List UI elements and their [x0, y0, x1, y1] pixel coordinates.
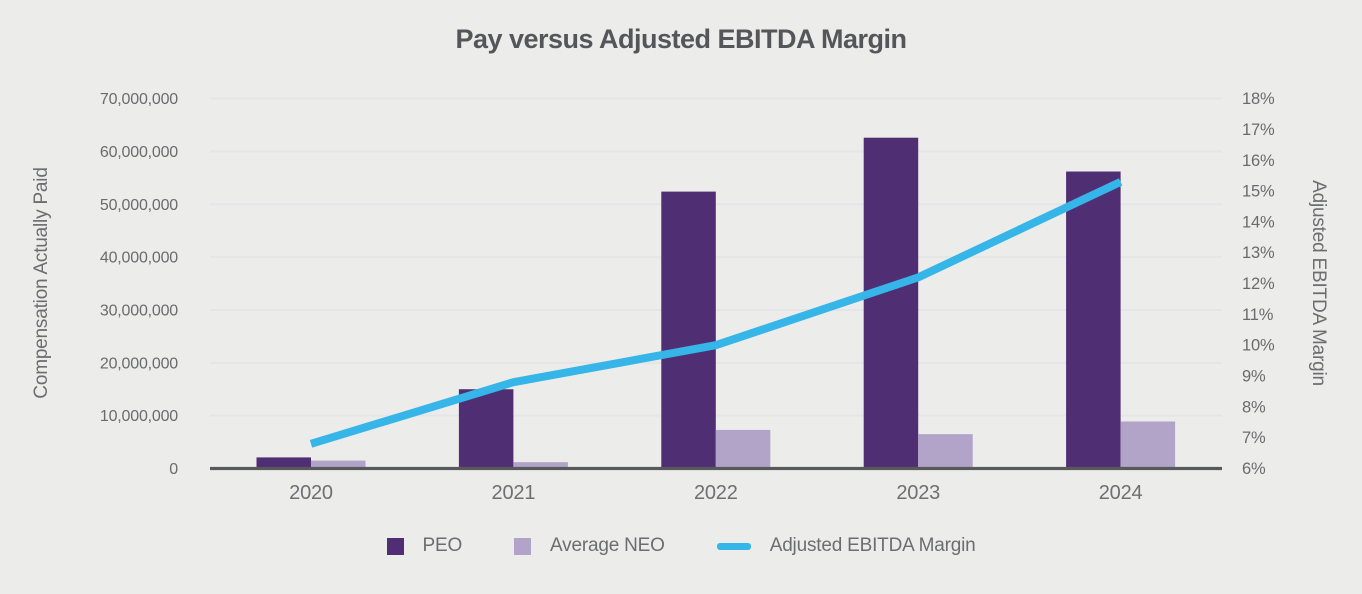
- left-axis-tick-60000000: 60,000,000: [100, 144, 178, 161]
- bar-peo-2021: [458, 389, 514, 469]
- right-axis-tick-18%: 18%: [1242, 90, 1275, 108]
- right-axis-tick-11%: 11%: [1242, 306, 1274, 324]
- legend-item-ebitda-margin: Adjusted EBITDA Margin: [716, 535, 976, 557]
- bar-peo-2020: [256, 457, 311, 469]
- bar-peo-2024: [1066, 171, 1121, 469]
- x-axis-label-2023: 2023: [896, 482, 940, 504]
- right-axis-tick-15%: 15%: [1242, 183, 1275, 201]
- x-axis-label-2022: 2022: [694, 482, 738, 504]
- legend-label-ebitda-margin: Adjusted EBITDA Margin: [769, 535, 976, 556]
- left-axis-tick-70000000: 70,000,000: [100, 91, 178, 108]
- bar-peo-2023: [863, 137, 919, 469]
- peo-swatch-icon: [386, 537, 404, 555]
- x-axis-label-2021: 2021: [492, 482, 536, 504]
- ebitda-margin-line: [309, 178, 1123, 448]
- chart-legend: PEO Average NEO Adjusted EBITDA Margin: [0, 535, 1362, 557]
- right-axis-tick-10%: 10%: [1242, 337, 1275, 355]
- right-axis-tick-12%: 12%: [1242, 275, 1275, 293]
- left-axis-tick-30000000: 30,000,000: [100, 302, 178, 319]
- right-axis-tick-17%: 17%: [1242, 121, 1275, 139]
- legend-item-peo: PEO: [386, 535, 463, 557]
- legend-item-average-neo: Average NEO: [514, 535, 665, 557]
- right-axis-tick-13%: 13%: [1242, 244, 1275, 262]
- average-neo-swatch-icon: [514, 537, 532, 555]
- left-axis-tick-10000000: 10,000,000: [100, 408, 178, 425]
- right-axis-tick-9%: 9%: [1242, 368, 1266, 386]
- bar-average-neo-2023: [918, 434, 973, 469]
- bar-average-neo-2024: [1120, 421, 1176, 469]
- bar-average-neo-2022: [715, 429, 771, 469]
- bar-average-neo-2021: [513, 462, 568, 469]
- x-axis-line: [210, 466, 1222, 471]
- bar-average-neo-2020: [311, 460, 366, 469]
- left-axis-tick-40000000: 40,000,000: [100, 250, 178, 267]
- legend-label-average-neo: Average NEO: [550, 535, 665, 556]
- bar-peo-2022: [661, 191, 716, 469]
- right-axis-tick-16%: 16%: [1242, 152, 1275, 170]
- x-axis-label-2020: 2020: [289, 482, 333, 504]
- right-axis-tick-8%: 8%: [1242, 398, 1266, 416]
- ebitda-margin-line-swatch-icon: [716, 542, 751, 550]
- legend-label-peo: PEO: [422, 535, 463, 556]
- left-axis-tick-20000000: 20,000,000: [100, 355, 178, 372]
- x-axis-label-2024: 2024: [1099, 482, 1143, 504]
- chart-title: Pay versus Adjusted EBITDA Margin: [455, 24, 907, 54]
- right-axis-tick-6%: 6%: [1242, 460, 1266, 478]
- left-axis-tick-50000000: 50,000,000: [100, 197, 178, 214]
- right-axis-tick-7%: 7%: [1242, 429, 1266, 447]
- right-axis-tick-14%: 14%: [1242, 213, 1275, 231]
- left-axis-tick-0: 0: [169, 461, 178, 478]
